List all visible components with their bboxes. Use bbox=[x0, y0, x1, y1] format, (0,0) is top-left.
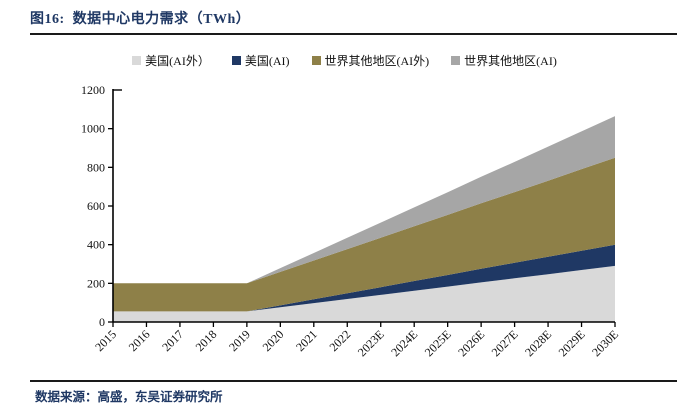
x-tick-label: 2030E bbox=[589, 327, 621, 359]
y-tick-label: 1200 bbox=[81, 83, 105, 97]
figure-title: 图16: 数据中心电力需求（TWh） bbox=[30, 12, 251, 27]
legend-swatch bbox=[231, 56, 241, 65]
area-series-0 bbox=[113, 265, 615, 322]
x-tick-label: 2018 bbox=[193, 327, 220, 354]
area-series-1 bbox=[113, 244, 615, 312]
legend-label: 美国(AI) bbox=[244, 54, 290, 68]
x-tick-label: 2015 bbox=[92, 327, 119, 354]
x-tick-label: 2023E bbox=[355, 327, 387, 359]
x-tick-label: 2028E bbox=[522, 327, 554, 359]
x-tick-label: 2019 bbox=[226, 327, 253, 354]
legend-label: 世界其他地区(AI外) bbox=[324, 54, 430, 68]
x-tick-label: 2024E bbox=[388, 327, 420, 359]
x-tick-label: 2027E bbox=[489, 327, 521, 359]
legend-label: 世界其他地区(AI) bbox=[464, 54, 557, 68]
x-tick-label: 2021 bbox=[293, 327, 320, 354]
y-tick-label: 0 bbox=[99, 315, 105, 329]
x-tick-label: 2017 bbox=[159, 327, 186, 354]
x-tick-label: 2020 bbox=[260, 327, 287, 354]
x-tick-label: 2016 bbox=[126, 327, 153, 354]
y-tick-label: 400 bbox=[87, 238, 105, 252]
legend-swatch bbox=[132, 56, 142, 65]
x-tick-label: 2026E bbox=[455, 327, 487, 359]
header-rule bbox=[30, 33, 677, 35]
x-tick-label: 2022 bbox=[327, 327, 354, 354]
chart-legend: 美国(AI外） 美国(AI) 世界其他地区(AI外) 世界其他地区(AI) bbox=[0, 52, 689, 69]
legend-item-0: 美国(AI外） bbox=[132, 52, 210, 69]
y-tick-label: 1000 bbox=[81, 122, 105, 136]
y-tick-label: 600 bbox=[87, 199, 105, 213]
area-series-2 bbox=[113, 157, 615, 312]
legend-swatch bbox=[451, 56, 461, 65]
y-tick-label: 800 bbox=[87, 160, 105, 174]
legend-item-1: 美国(AI) bbox=[231, 52, 290, 69]
x-tick-label: 2025E bbox=[422, 327, 454, 359]
legend-swatch bbox=[311, 56, 321, 65]
data-source: 数据来源：高盛，东吴证券研究所 bbox=[35, 390, 223, 404]
footer-rule bbox=[30, 380, 677, 382]
legend-item-2: 世界其他地区(AI外) bbox=[311, 52, 430, 69]
legend-item-3: 世界其他地区(AI) bbox=[451, 52, 557, 69]
legend-label: 美国(AI外） bbox=[145, 54, 210, 68]
x-tick-label: 2029E bbox=[556, 327, 588, 359]
y-tick-label: 200 bbox=[87, 276, 105, 290]
